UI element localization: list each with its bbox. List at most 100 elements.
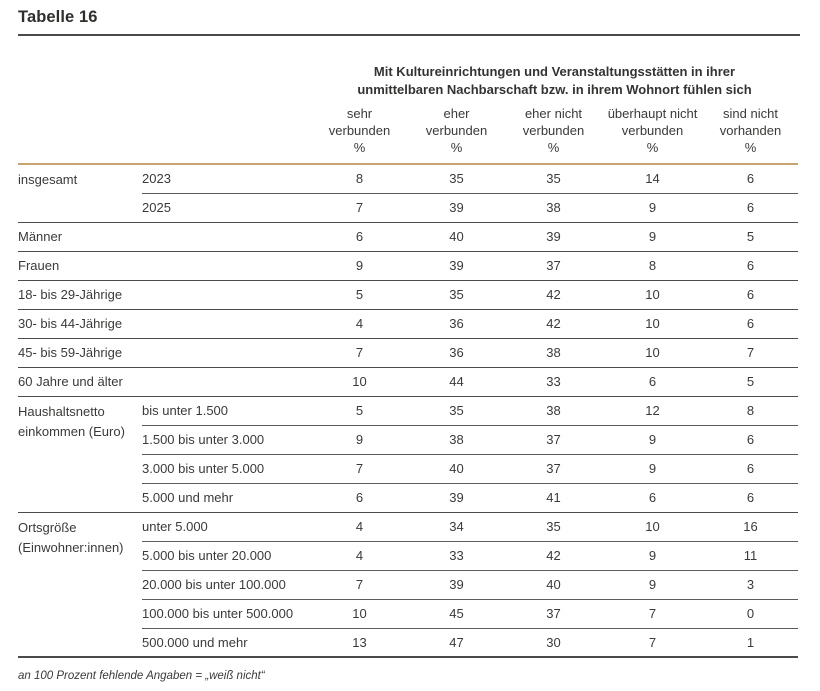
- cell-value: 9: [311, 250, 408, 280]
- question-line-1: Mit Kultureinrichtungen und Veranstaltun…: [373, 64, 736, 79]
- cell-value: 5: [703, 221, 798, 251]
- cell-value: 9: [602, 221, 703, 251]
- cell-value: 3: [703, 569, 798, 599]
- cell-value: 10: [602, 308, 703, 338]
- table-row: 20.000 bis unter 100.000 7 39 40 9 3: [18, 569, 798, 599]
- cell-value: 6: [703, 453, 798, 483]
- cell-value: 10: [311, 598, 408, 628]
- table-row: Frauen 9 39 37 8 6: [18, 250, 798, 280]
- cell-value: 37: [505, 453, 602, 483]
- table-question: Mit Kultureinrichtungen und Veranstaltun…: [311, 36, 798, 98]
- table-row: 18- bis 29-Jährige 5 35 42 10 6: [18, 279, 798, 309]
- cell-value: 7: [311, 453, 408, 483]
- cell-value: 34: [408, 511, 505, 541]
- statistics-table: Mit Kultureinrichtungen und Veranstaltun…: [18, 36, 798, 658]
- cell-value: 47: [408, 627, 505, 657]
- header-spacer: [18, 98, 311, 165]
- row-label-30-44: 30- bis 44-Jährige: [18, 308, 311, 338]
- table-row: Ortsgröße (Einwohner:innen) unter 5.000 …: [18, 511, 798, 657]
- footnote: an 100 Prozent fehlende Angaben = „weiß …: [18, 670, 265, 682]
- cell-value: 6: [746, 171, 755, 187]
- cell-value: 5: [703, 366, 798, 396]
- cell-value: 33: [505, 366, 602, 396]
- cell-value: 5: [311, 279, 408, 309]
- unit-percent: %: [646, 140, 659, 155]
- cell-value: 10: [602, 511, 703, 541]
- table-row: 30- bis 44-Jährige 4 36 42 10 6: [18, 308, 798, 338]
- row-label: bis unter 1.500: [142, 395, 311, 425]
- table-row: insgesamt 2023 8 35 35 14 6: [18, 164, 798, 193]
- cell-value: 42: [505, 279, 602, 309]
- cell-value: 6: [703, 424, 798, 454]
- cell-value: 42: [505, 540, 602, 570]
- cell-value: 6: [602, 482, 703, 512]
- cell-value: 7: [311, 569, 408, 599]
- cell-value: 36: [408, 308, 505, 338]
- cell-value: 12: [602, 395, 703, 425]
- cell-value: 35: [449, 171, 464, 187]
- cell-value: 40: [505, 569, 602, 599]
- cell-value: 14: [645, 171, 660, 187]
- column-header-eher-nicht-verbunden: eher nicht verbunden %: [505, 98, 602, 165]
- cell-value: 39: [408, 569, 505, 599]
- cell-value: 9: [311, 424, 408, 454]
- cell-value: 37: [505, 250, 602, 280]
- unit-percent: %: [744, 140, 757, 155]
- cell-value: 35: [408, 279, 505, 309]
- cell-value: 30: [505, 627, 602, 657]
- header-spacer: [18, 36, 311, 98]
- cell-value: 35: [408, 395, 505, 425]
- row-label-maenner: Männer: [18, 221, 311, 251]
- table-row: 500.000 und mehr 13 47 30 7 1: [18, 627, 798, 657]
- cell-value: 41: [505, 482, 602, 512]
- cell-value: 1: [703, 627, 798, 657]
- cell-value: 6: [311, 221, 408, 251]
- cell-value: 35: [505, 511, 602, 541]
- row-label-frauen: Frauen: [18, 250, 311, 280]
- cell-value: 6: [703, 192, 798, 222]
- cell-value: 4: [311, 308, 408, 338]
- cell-value: 7: [311, 337, 408, 367]
- row-label: 2025: [142, 192, 311, 222]
- column-header-sind-nicht-vorhanden: sind nicht vorhanden %: [703, 98, 798, 165]
- cell-value: 16: [703, 511, 798, 541]
- group-label-ortsgroesse: Ortsgröße (Einwohner:innen): [18, 511, 142, 657]
- cell-value: 6: [311, 482, 408, 512]
- cell-value: 40: [408, 221, 505, 251]
- cell-value: 9: [602, 453, 703, 483]
- unit-percent: %: [353, 140, 366, 155]
- cell-value: 9: [602, 424, 703, 454]
- column-header-sehr-verbunden: sehr verbunden %: [311, 98, 408, 165]
- cell-value: 13: [311, 627, 408, 657]
- table-row: 3.000 bis unter 5.000 7 40 37 9 6: [18, 453, 798, 483]
- cell-value: 10: [602, 279, 703, 309]
- group-label-insgesamt: insgesamt: [18, 172, 78, 187]
- cell-value: 42: [505, 308, 602, 338]
- cell-value: 5: [311, 395, 408, 425]
- cell-value: 39: [408, 250, 505, 280]
- cell-value: 8: [355, 171, 364, 187]
- cell-value: 38: [505, 337, 602, 367]
- table-row: 45- bis 59-Jährige 7 36 38 10 7: [18, 337, 798, 367]
- cell-value: 39: [408, 482, 505, 512]
- cell-value: 33: [408, 540, 505, 570]
- title-rule: [18, 34, 800, 36]
- group-label-haushaltsnettoeinkommen: Haushaltsnetto einkommen (Euro): [18, 395, 142, 512]
- cell-value: 9: [602, 540, 703, 570]
- cell-value: 4: [311, 511, 408, 541]
- table-row: 5.000 bis unter 20.000 4 33 42 9 11: [18, 540, 798, 570]
- table-row: 5.000 und mehr 6 39 41 6 6: [18, 482, 798, 512]
- cell-value: 6: [703, 250, 798, 280]
- row-label: 500.000 und mehr: [142, 627, 311, 657]
- cell-value: 6: [703, 279, 798, 309]
- unit-percent: %: [450, 140, 463, 155]
- cell-value: 4: [311, 540, 408, 570]
- cell-value: 45: [408, 598, 505, 628]
- cell-value: 6: [703, 482, 798, 512]
- table-row: 2025 7 39 38 9 6: [18, 192, 798, 222]
- cell-value: 9: [602, 192, 703, 222]
- table-header: Mit Kultureinrichtungen und Veranstaltun…: [18, 36, 798, 165]
- cell-value: 8: [703, 395, 798, 425]
- row-label: 1.500 bis unter 3.000: [142, 424, 311, 454]
